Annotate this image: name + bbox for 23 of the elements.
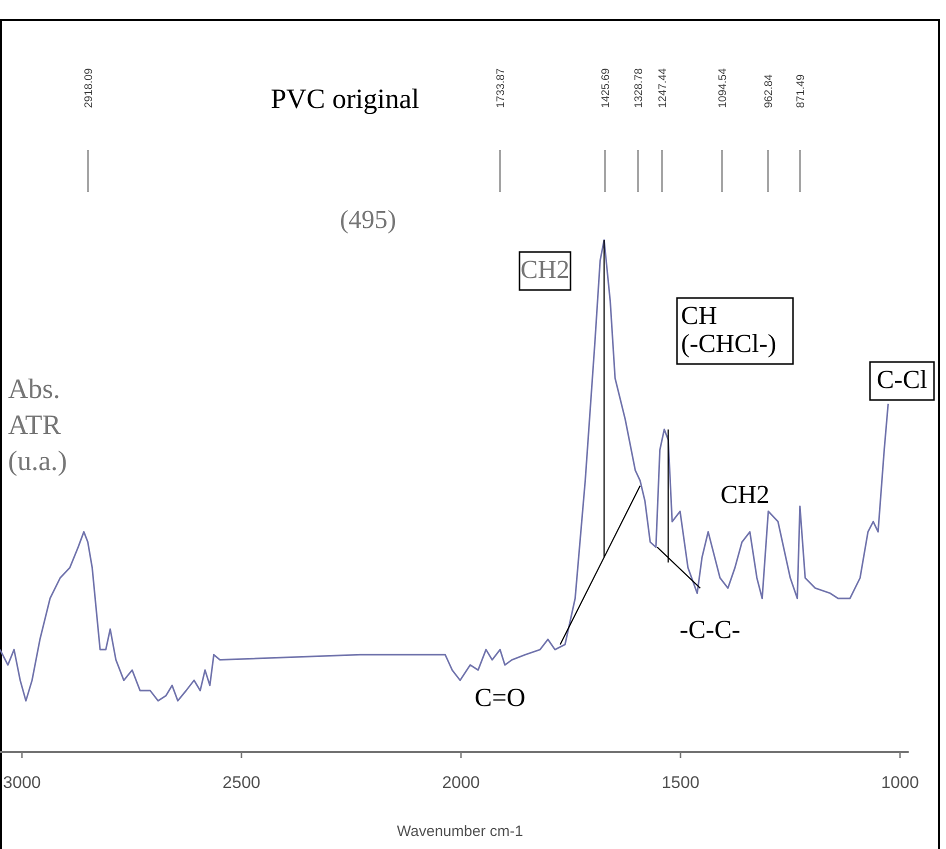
text: (495) xyxy=(340,205,396,234)
annotation: C-Cl xyxy=(876,365,928,394)
text: 2918.09 xyxy=(83,68,95,108)
annotation: CH2 xyxy=(720,480,770,509)
text: 1733.87 xyxy=(495,68,507,108)
text: 1247.44 xyxy=(657,68,669,108)
text: 1328.78 xyxy=(633,68,645,108)
x-axis-title: Wavenumber cm-1 xyxy=(396,823,524,840)
text: 1425.69 xyxy=(600,68,612,108)
x-tick-label: 1000 xyxy=(881,773,919,792)
text: 1094.54 xyxy=(717,68,729,108)
x-tick-label: 2500 xyxy=(222,773,260,792)
y-axis-title: Abs. ATR (u.a.) xyxy=(8,374,68,477)
text: 962.84 xyxy=(763,74,775,108)
chart-title: PVC original xyxy=(270,84,420,115)
annotation: -C-C- xyxy=(680,615,740,644)
text: 871.49 xyxy=(795,74,807,108)
x-tick-label: 2000 xyxy=(442,773,480,792)
x-tick-label: 1500 xyxy=(662,773,700,792)
x-tick-label: 3000 xyxy=(3,773,41,792)
annotation: CH (-CHCl-) xyxy=(681,301,776,358)
annotation: C=O xyxy=(474,683,526,712)
annotation: CH2 xyxy=(520,255,570,284)
